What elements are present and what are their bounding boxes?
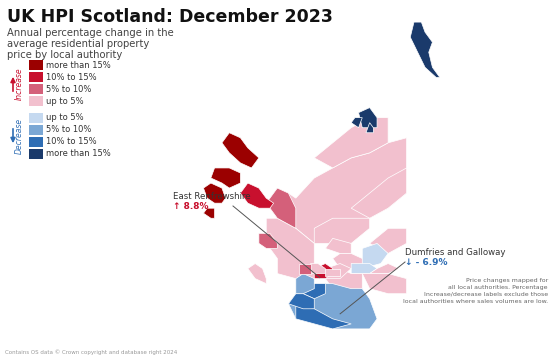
Polygon shape bbox=[288, 284, 377, 329]
Polygon shape bbox=[370, 228, 406, 253]
Text: ↓ - 6.9%: ↓ - 6.9% bbox=[405, 258, 448, 267]
Bar bbox=[29, 125, 43, 135]
Polygon shape bbox=[296, 274, 314, 294]
Bar bbox=[29, 113, 43, 123]
Text: ↑ 8.8%: ↑ 8.8% bbox=[173, 202, 208, 211]
Text: more than 15%: more than 15% bbox=[46, 61, 111, 70]
Polygon shape bbox=[259, 233, 277, 248]
Polygon shape bbox=[359, 108, 377, 128]
Polygon shape bbox=[288, 294, 314, 309]
Polygon shape bbox=[311, 264, 326, 274]
Polygon shape bbox=[300, 264, 311, 274]
Polygon shape bbox=[351, 168, 406, 218]
Polygon shape bbox=[362, 274, 406, 294]
Bar bbox=[29, 137, 43, 147]
Text: 10% to 15%: 10% to 15% bbox=[46, 137, 97, 146]
Text: UK HPI Scotland: December 2023: UK HPI Scotland: December 2023 bbox=[7, 8, 333, 26]
Text: price by local authority: price by local authority bbox=[7, 50, 122, 60]
Polygon shape bbox=[333, 253, 370, 274]
Polygon shape bbox=[366, 123, 373, 133]
Polygon shape bbox=[296, 304, 351, 329]
Text: Contains OS data © Crown copyright and database right 2024: Contains OS data © Crown copyright and d… bbox=[5, 349, 177, 355]
Text: up to 5%: up to 5% bbox=[46, 113, 84, 122]
Polygon shape bbox=[326, 238, 351, 253]
Text: 5% to 10%: 5% to 10% bbox=[46, 126, 91, 135]
Polygon shape bbox=[248, 264, 266, 284]
Bar bbox=[29, 60, 43, 70]
Polygon shape bbox=[326, 264, 351, 279]
Polygon shape bbox=[240, 183, 274, 208]
Text: Dumfries and Galloway: Dumfries and Galloway bbox=[405, 248, 505, 257]
Polygon shape bbox=[266, 138, 406, 243]
Polygon shape bbox=[266, 188, 296, 228]
Polygon shape bbox=[211, 168, 240, 188]
Polygon shape bbox=[204, 208, 214, 218]
Polygon shape bbox=[370, 264, 399, 274]
Text: 5% to 10%: 5% to 10% bbox=[46, 84, 91, 93]
Text: 10% to 15%: 10% to 15% bbox=[46, 73, 97, 81]
Polygon shape bbox=[410, 22, 440, 78]
Polygon shape bbox=[266, 218, 314, 279]
Text: Decrease: Decrease bbox=[14, 118, 24, 154]
Text: East Renfrewshire: East Renfrewshire bbox=[173, 192, 251, 201]
Polygon shape bbox=[351, 118, 362, 128]
Text: up to 5%: up to 5% bbox=[46, 97, 84, 106]
Text: Increase: Increase bbox=[14, 68, 24, 100]
Polygon shape bbox=[303, 279, 326, 299]
Polygon shape bbox=[314, 264, 333, 279]
Polygon shape bbox=[222, 133, 259, 168]
Bar bbox=[29, 72, 43, 82]
Bar bbox=[29, 149, 43, 159]
Text: Price changes mapped for
all local authorities. Percentage
Increase/decrease lab: Price changes mapped for all local autho… bbox=[403, 278, 548, 304]
Polygon shape bbox=[314, 118, 388, 168]
Text: Annual percentage change in the: Annual percentage change in the bbox=[7, 28, 174, 38]
Bar bbox=[29, 96, 43, 106]
Polygon shape bbox=[326, 269, 340, 276]
Polygon shape bbox=[314, 218, 370, 243]
Polygon shape bbox=[204, 183, 226, 203]
Text: average residential property: average residential property bbox=[7, 39, 149, 49]
Polygon shape bbox=[326, 269, 362, 294]
Polygon shape bbox=[351, 264, 377, 274]
Text: more than 15%: more than 15% bbox=[46, 149, 111, 159]
Bar bbox=[29, 84, 43, 94]
Polygon shape bbox=[362, 243, 388, 269]
